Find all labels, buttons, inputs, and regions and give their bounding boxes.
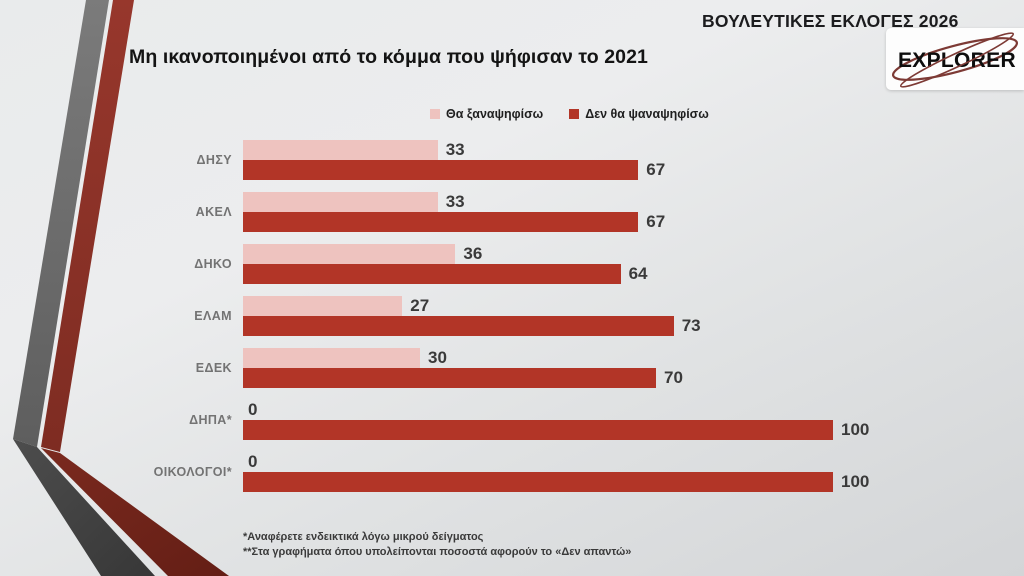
value-label: 33	[445, 140, 465, 159]
category-label: ΔΗΚΟ	[194, 257, 232, 271]
bar-will-revote	[243, 348, 420, 368]
bar-slot: 33	[243, 192, 665, 212]
bar-stack: 27 73	[243, 296, 701, 336]
bar-will-revote	[243, 140, 438, 160]
legend-swatch-pink-icon	[430, 109, 440, 119]
bar-slot: 0	[243, 400, 869, 420]
bar-stack: 36 64	[243, 244, 648, 284]
value-label: 30	[428, 348, 447, 367]
bar-slot: 70	[243, 368, 683, 388]
bar-group: ΔΗΚΟ 36 64	[0, 244, 1024, 284]
bar-stack: 30 70	[243, 348, 683, 388]
bar-slot: 27	[243, 296, 701, 316]
bar-group: ΔΗΣΥ 33 67	[0, 140, 1024, 180]
bar-will-revote	[243, 244, 456, 264]
legend-swatch-red-icon	[569, 109, 580, 119]
legend-item-will-revote: Θα ξαναψηφίσω	[430, 107, 543, 121]
bar-group: ΑΚΕΛ 33 67	[0, 192, 1024, 232]
value-label: 64	[628, 264, 648, 283]
bar-group: ΕΛΑΜ 27 73	[0, 296, 1024, 336]
bar-slot: 67	[243, 160, 665, 180]
value-label: 73	[681, 316, 701, 335]
bar-slot: 100	[243, 420, 869, 440]
footnote-2: **Στα γραφήματα όπου υπολείπονται ποσοστ…	[243, 545, 632, 558]
category-label: ΕΔΕΚ	[195, 361, 232, 375]
bar-wont-revote	[243, 212, 639, 232]
explorer-logo-text: EXPLORER	[898, 49, 1016, 72]
bar-slot: 73	[243, 316, 701, 336]
value-label: 0	[248, 400, 258, 419]
value-label: 100	[841, 472, 870, 491]
category-label: ΑΚΕΛ	[195, 205, 232, 219]
value-label: 27	[410, 296, 430, 315]
legend-label: Θα ξαναψηφίσω	[446, 107, 544, 121]
bar-stack: 33 67	[243, 192, 665, 232]
footnote-1: *Αναφέρετε ενδεικτικά λόγω μικρού δείγμα…	[243, 531, 484, 543]
explorer-logo: EXPLORER	[886, 28, 1024, 90]
category-label: ΕΛΑΜ	[194, 309, 232, 323]
bar-wont-revote	[243, 264, 621, 284]
bar-will-revote	[243, 296, 403, 316]
chart-legend: Θα ξαναψηφίσω Δεν θα ψαναψηφίσω	[430, 107, 709, 121]
value-label: 36	[463, 244, 483, 263]
value-label: 67	[646, 160, 666, 179]
bar-slot: 36	[243, 244, 648, 264]
legend-label: Δεν θα ψαναψηφίσω	[585, 107, 709, 121]
bar-will-revote	[243, 192, 438, 212]
category-label: ΔΗΣΥ	[196, 153, 232, 167]
bar-chart: ΔΗΣΥ 33 67 ΑΚΕΛ 33 67 ΔΗΚΟ 36 64 ΕΛΑΜ 27 73 ΕΔΕΚ 30 70…	[0, 140, 1024, 504]
value-label: 67	[646, 212, 666, 231]
election-header: ΒΟΥΛΕΥΤΙΚΕΣ ΕΚΛΟΓΕΣ 2026	[702, 11, 959, 31]
bar-wont-revote	[243, 420, 833, 440]
bar-wont-revote	[243, 368, 656, 388]
bar-stack: 0 100	[243, 452, 869, 492]
bar-group: ΔΗΠΑ* 0 100	[0, 400, 1024, 440]
value-label: 33	[445, 192, 465, 211]
bar-wont-revote	[243, 472, 833, 492]
bar-slot: 64	[243, 264, 648, 284]
bar-slot: 33	[243, 140, 665, 160]
legend-item-wont-revote: Δεν θα ψαναψηφίσω	[569, 107, 709, 121]
value-label: 70	[664, 368, 683, 387]
chart-title: Μη ικανοποιημένοι από το κόμμα που ψήφισ…	[129, 46, 648, 68]
bar-slot: 100	[243, 472, 869, 492]
category-label: ΟΙΚΟΛΟΓΟΙ*	[153, 465, 232, 479]
bar-slot: 67	[243, 212, 665, 232]
bar-slot: 0	[243, 452, 869, 472]
bar-wont-revote	[243, 160, 639, 180]
bar-group: ΟΙΚΟΛΟΓΟΙ* 0 100	[0, 452, 1024, 492]
bar-stack: 0 100	[243, 400, 869, 440]
bar-stack: 33 67	[243, 140, 665, 180]
footnotes: *Αναφέρετε ενδεικτικά λόγω μικρού δείγμα…	[243, 530, 631, 559]
bar-group: ΕΔΕΚ 30 70	[0, 348, 1024, 388]
bar-slot: 30	[243, 348, 683, 368]
bar-wont-revote	[243, 316, 674, 336]
category-label: ΔΗΠΑ*	[189, 413, 232, 427]
explorer-logo-swoosh-icon: EXPLORER	[891, 32, 1019, 88]
value-label: 100	[841, 420, 870, 439]
value-label: 0	[248, 452, 258, 471]
